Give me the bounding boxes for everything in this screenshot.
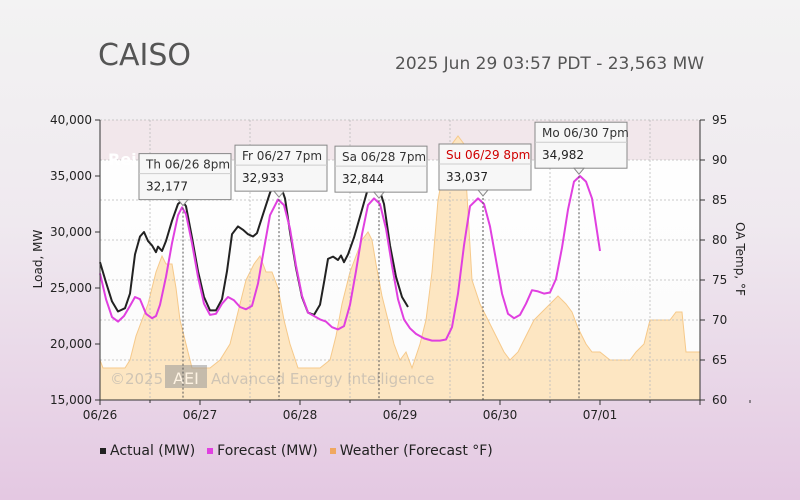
y-left-tick-label: 15,000 [50,393,92,407]
y-right-tick-label: 75 [712,273,727,287]
y-right-tick-label: 60 [712,393,727,407]
annotation-value: 32,844 [342,172,384,186]
y-axis-right-label: OA Temp, °F [733,222,747,296]
legend-swatch-weather [330,448,336,454]
x-tick-label: 07/01 [583,408,618,422]
annotation-time: Fr 06/27 7pm [242,149,322,163]
y-axis-left-label: Load, MW [31,230,45,289]
chart-legend: Actual (MW) Forecast (MW) Weather (Forec… [100,443,499,459]
annotation-value: 32,177 [146,180,188,194]
y-left-tick-label: 20,000 [50,337,92,351]
legend-swatch-forecast [207,448,213,454]
legend-item-actual[interactable]: Actual (MW) [100,443,195,459]
legend-item-forecast[interactable]: Forecast (MW) [207,443,318,459]
y-left-tick-label: 40,000 [50,113,92,127]
x-tick-label: 06/28 [283,408,318,422]
x-tick-label: 06/29 [383,408,418,422]
legend-item-weather[interactable]: Weather (Forecast °F) [330,443,493,459]
legend-label-forecast: Forecast (MW) [217,443,318,459]
annotation-value: 34,982 [542,148,584,162]
x-tick-label: 06/30 [483,408,518,422]
annotation-value: 33,037 [446,170,488,184]
y-left-tick-label: 35,000 [50,169,92,183]
watermark-company: Advanced Energy Intelligence [211,370,434,388]
annotation-value: 32,933 [242,171,284,185]
annotation-time: Sa 06/28 7pm [342,150,426,164]
x-tick-label: 06/27 [183,408,218,422]
annotation-time: Mo 06/30 7pm [542,126,629,140]
annotation-time: Th 06/26 8pm [145,158,230,172]
annotation-time: Su 06/29 8pm [446,148,530,162]
y-right-tick-label: 70 [712,313,727,327]
y-right-tick-label: 90 [712,153,727,167]
legend-label-weather: Weather (Forecast °F) [340,443,493,459]
watermark-logo: AEI [173,369,199,388]
y-right-tick-label: 80 [712,233,727,247]
y-right-tick-label: 95 [712,113,727,127]
legend-swatch-actual [100,448,106,454]
y-right-tick-label: 85 [712,193,727,207]
y-left-tick-label: 25,000 [50,281,92,295]
watermark-copyright: ©2025 [110,370,163,388]
y-left-tick-label: 30,000 [50,225,92,239]
legend-label-actual: Actual (MW) [110,443,195,459]
y-right-tick-label: 65 [712,353,727,367]
x-tick-label: 06/26 [83,408,118,422]
